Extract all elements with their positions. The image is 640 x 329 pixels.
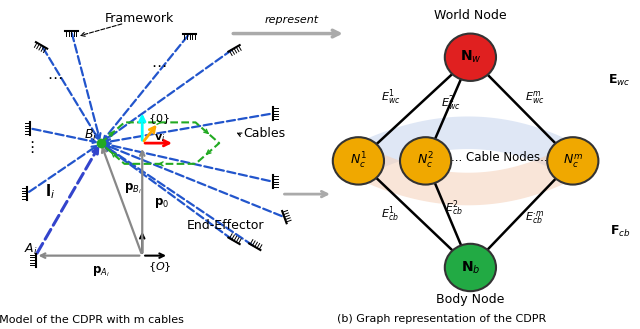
- Text: $\mathbf{p}_{B_i}$: $\mathbf{p}_{B_i}$: [124, 182, 142, 196]
- Text: Cables: Cables: [243, 127, 285, 140]
- Text: $\{O\}$: $\{O\}$: [148, 261, 172, 274]
- Text: Body Node: Body Node: [436, 293, 504, 306]
- Polygon shape: [350, 116, 582, 175]
- Text: $\mathbf{l}_i$: $\mathbf{l}_i$: [45, 182, 55, 201]
- Circle shape: [333, 137, 384, 185]
- Text: $E_{wc}^1$: $E_{wc}^1$: [381, 87, 400, 107]
- Polygon shape: [350, 146, 582, 205]
- Text: $\mathbf{v}_i$: $\mathbf{v}_i$: [154, 132, 166, 144]
- Text: $B_i$: $B_i$: [84, 128, 97, 143]
- Text: $\mathbf{N}_b$: $\mathbf{N}_b$: [461, 259, 480, 276]
- Text: End-Effector: End-Effector: [186, 219, 264, 232]
- Text: $\mathbf{F}_{cb}$: $\mathbf{F}_{cb}$: [610, 224, 630, 239]
- Text: $E_{cb}^{\cdot m}$: $E_{cb}^{\cdot m}$: [525, 209, 544, 226]
- Circle shape: [547, 137, 598, 185]
- Text: Framework: Framework: [105, 12, 174, 25]
- Text: $\mathbf{p}_0$: $\mathbf{p}_0$: [154, 196, 169, 210]
- Text: $\cdots$: $\cdots$: [47, 69, 63, 84]
- Text: (b) Graph representation of the CDPR: (b) Graph representation of the CDPR: [337, 315, 546, 324]
- Text: $A_i$: $A_i$: [24, 242, 37, 257]
- Text: $\mathbf{N}_w$: $\mathbf{N}_w$: [460, 49, 481, 65]
- Text: $\mathbf{p}_{A_i}$: $\mathbf{p}_{A_i}$: [92, 265, 109, 279]
- Text: $E_{wc}^2$: $E_{wc}^2$: [442, 93, 461, 113]
- Text: $\vdots$: $\vdots$: [24, 139, 34, 155]
- Text: (a) Model of the CDPR with m cables: (a) Model of the CDPR with m cables: [0, 315, 184, 324]
- Text: $\{0\}$: $\{0\}$: [148, 113, 170, 126]
- Text: represent: represent: [264, 15, 318, 25]
- Text: $\cdots$: $\cdots$: [151, 57, 166, 72]
- Text: $N_c^2$: $N_c^2$: [417, 151, 434, 171]
- Text: $E_{wc}^m$: $E_{wc}^m$: [525, 89, 544, 106]
- Text: $E_{cb}^2$: $E_{cb}^2$: [445, 198, 463, 217]
- Text: World Node: World Node: [434, 9, 507, 22]
- Circle shape: [445, 34, 496, 81]
- Text: $N_c^m$: $N_c^m$: [563, 152, 583, 170]
- Text: $N_c^1$: $N_c^1$: [350, 151, 367, 171]
- Text: ... Cable Nodes...: ... Cable Nodes...: [451, 151, 551, 164]
- Text: $\mathbf{E}_{wc}$: $\mathbf{E}_{wc}$: [608, 73, 630, 88]
- Circle shape: [400, 137, 451, 185]
- Text: $E_{cb}^1$: $E_{cb}^1$: [381, 204, 399, 223]
- Circle shape: [445, 244, 496, 291]
